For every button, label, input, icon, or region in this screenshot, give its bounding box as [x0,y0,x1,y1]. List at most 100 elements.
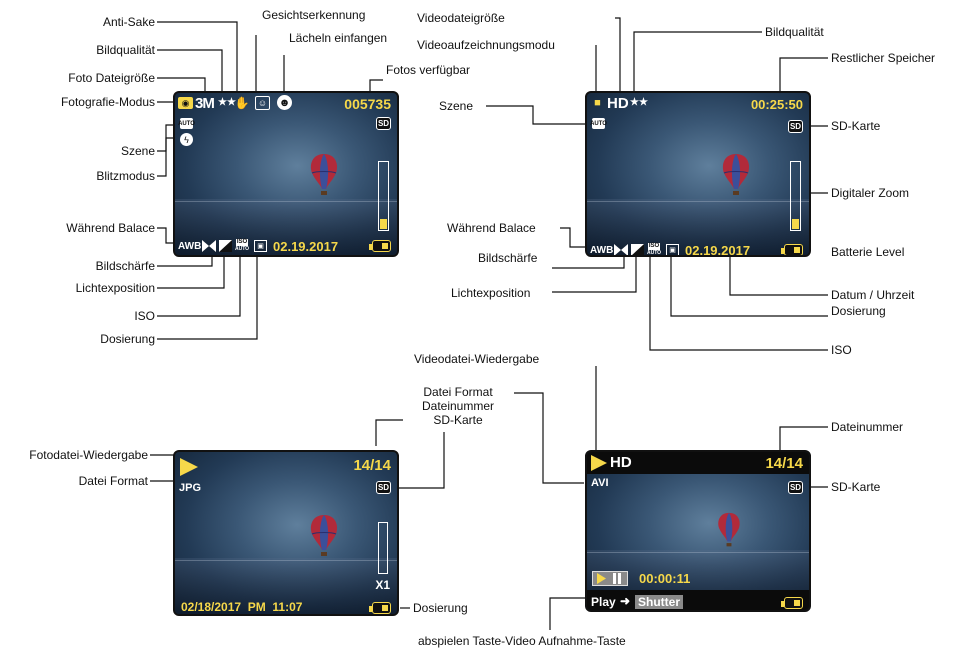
play-pause-control[interactable] [592,571,628,586]
digital-zoom-bar [378,161,389,231]
zoom-level-fill [792,218,799,229]
iso-label: ISO [235,239,249,246]
zoom-factor: X1 [375,578,390,592]
label-photo-playback: Fotodatei-Wiedergabe [29,448,148,462]
face-detection-icon: ☺ [255,96,270,110]
hot-air-balloon-image [722,154,750,195]
label-format-number-sd: Datei Format Dateinummer SD-Karte [421,385,495,427]
video-hd-label: HD [610,454,632,471]
label-video-exposure: Lichtexposition [451,286,531,300]
sharpness-icon [202,240,216,252]
battery-nub [369,244,372,250]
battery-fill [382,243,388,249]
date-display: 02.19.2017 [273,239,339,254]
file-counter: 14/14 [765,455,803,472]
sd-card-icon: SD [376,117,391,130]
smile-capture-icon: ☻ [277,95,292,110]
battery-nub [781,601,784,607]
label-digital-zoom: Digitaler Zoom [831,186,910,200]
label-video-sharpness: Bildschärfe [478,251,538,265]
elapsed-time: 00:00:11 [639,571,691,586]
label-face-detection: Gesichtserkennung [262,8,366,22]
scene-auto-icon: AUTO [590,118,607,129]
video-size-value: HD [607,95,629,112]
metering-icon: ▣ [254,240,267,252]
label-image-quality: Bildqualität [96,43,155,57]
label-iso: ISO [134,309,155,323]
water-reflection [175,558,397,614]
white-balance-value: AWB [590,245,614,256]
anti-shake-icon: ✋ [234,96,250,110]
metering-icon: ▣ [666,244,679,255]
sd-card-icon: SD [376,481,391,494]
battery-indicator [369,240,391,252]
label-pp-file-format: Datei Format [78,474,148,488]
shutter-key-label: Shutter [635,595,683,609]
battery-indicator [369,602,391,614]
iso-icon: ISO AUTO [646,242,662,256]
label-sharpness: Bildschärfe [95,259,155,273]
label-photo-size: Foto Dateigröße [68,71,155,85]
label-photo-mode: Fotografie-Modus [60,95,155,109]
hot-air-balloon-image [718,512,740,547]
label-vp-sd-card: SD-Karte [831,480,881,494]
battery-fill [794,247,800,253]
battery-nub [369,606,372,612]
label-battery: Batterie Level [831,245,905,259]
label-video-record-mode: Videoaufzeichnungsmodu [417,38,555,52]
hot-air-balloon-image [310,515,338,556]
iso-sub-label: AUTO [646,250,662,256]
battery-fill [382,605,388,611]
label-exposure: Lichtexposition [75,281,155,295]
photo-playback-screen: JPG 14/14 SD X1 02/18/2017 PM 11:07 [173,450,399,616]
zoom-level-fill [380,218,387,229]
label-play-shutter-keys: abspielen Taste-Video Aufnahme-Taste [418,634,626,648]
quality-stars: ★★ [630,97,648,108]
flash-icon: ϟ [180,133,193,146]
exposure-icon [219,240,232,252]
iso-label: ISO [647,243,661,250]
label-video-file-size: Videodateigröße [417,11,505,25]
label-video-white-balance: Während Balace [447,221,536,235]
battery-indicator [781,597,803,609]
play-pause-icon [597,573,621,584]
exposure-icon [631,244,644,255]
label-flash-mode: Blitzmodus [96,169,155,183]
label-photos-available: Fotos verfügbar [386,63,471,77]
label-vp-file-number: Dateinummer [831,420,904,434]
photo-mode-screen: ◉ 3M ★★ ✋ ☺ ☻ 005735 AUTO ϟ SD AWB ISO A… [173,91,399,257]
label-video-metering: Dosierung [831,304,886,318]
white-balance-value: AWB [178,241,202,252]
label-datetime: Datum / Uhrzeit [831,288,915,302]
playback-datetime: 02/18/2017 PM 11:07 [181,600,303,614]
label-video-playback: Videodatei-Wiedergabe [414,352,540,366]
video-mode-screen: ■ HD ★★ 00:25:50 AUTO SD AWB ISO AUTO ▣ … [585,91,811,257]
photo-size-value: 3M [195,95,215,112]
label-pp-metering: Dosierung [413,601,468,615]
label-anti-shake: Anti-Sake [102,15,155,29]
digital-zoom-bar [790,161,801,231]
battery-indicator [781,244,803,255]
label-metering: Dosierung [100,332,155,346]
sd-card-icon: SD [788,481,803,494]
file-counter: 14/14 [353,457,391,474]
iso-icon: ISO AUTO [235,238,249,254]
quality-stars: ★★ [218,97,236,108]
date-display: 02.19.2017 [685,243,751,257]
label-scene: Szene [120,144,155,158]
water-reflection [587,199,809,255]
photos-available-count: 005735 [344,96,391,112]
label-remaining-memory: Restlicher Speicher [831,51,936,65]
file-format-value: AVI [591,477,609,489]
label-smile-capture: Lächeln einfangen [289,31,388,45]
scene-auto-icon: AUTO [178,118,195,129]
label-video-iso: ISO [831,343,852,357]
sharpness-icon [614,244,628,255]
camera-mode-icon: ◉ [178,97,193,109]
sd-card-icon: SD [788,120,803,133]
play-key-label: Play [591,595,616,609]
battery-nub [781,248,784,254]
label-video-sd-card: SD-Karte [831,119,881,133]
